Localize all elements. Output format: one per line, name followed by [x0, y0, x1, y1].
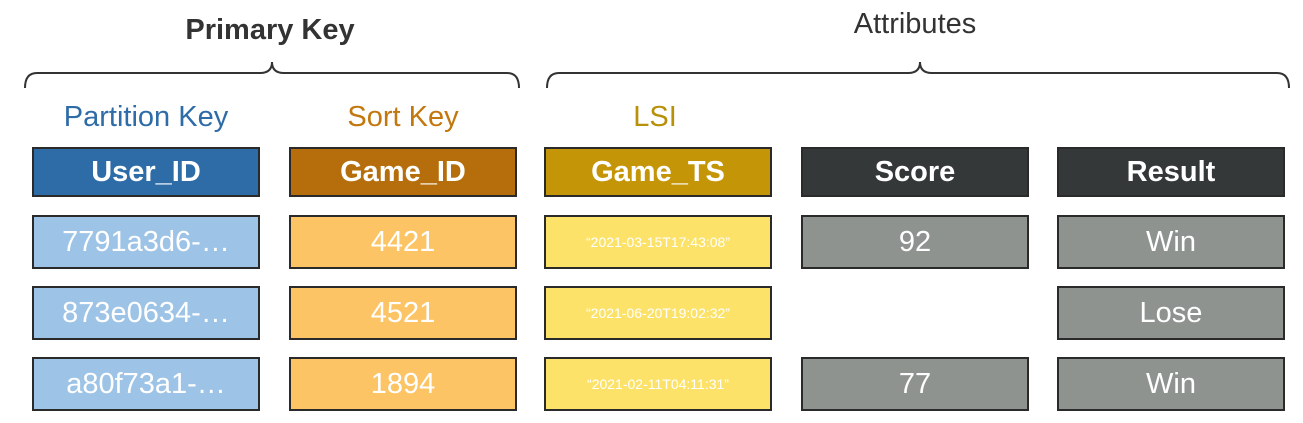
cell-user-id: 7791a3d6-…: [32, 215, 260, 269]
cell-result: Win: [1057, 215, 1285, 269]
attributes-brace: [546, 61, 1290, 89]
lsi-label: LSI: [633, 101, 677, 133]
cell-game-id: 1894: [289, 357, 517, 411]
header-game-id: Game_ID: [289, 147, 517, 197]
cell-game-ts: “2021-02-11T04:11:31”: [544, 357, 772, 411]
cell-game-id: 4421: [289, 215, 517, 269]
cell-game-id: 4521: [289, 286, 517, 340]
cell-result: Lose: [1057, 286, 1285, 340]
cell-result: Win: [1057, 357, 1285, 411]
header-game-ts: Game_TS: [544, 147, 772, 197]
cell-score: 77: [801, 357, 1029, 411]
header-user-id: User_ID: [32, 147, 260, 197]
cell-game-ts: “2021-06-20T19:02:32”: [544, 286, 772, 340]
cell-score: 92: [801, 215, 1029, 269]
cell-user-id: 873e0634-…: [32, 286, 260, 340]
sort-key-label: Sort Key: [347, 101, 459, 133]
cell-game-ts: “2021-03-15T17:43:08”: [544, 215, 772, 269]
header-score: Score: [801, 147, 1029, 197]
primary-key-title: Primary Key: [185, 14, 355, 46]
header-result: Result: [1057, 147, 1285, 197]
cell-user-id: a80f73a1-…: [32, 357, 260, 411]
primary-key-brace: [24, 61, 520, 89]
partition-key-label: Partition Key: [63, 101, 229, 133]
attributes-title: Attributes: [853, 8, 977, 40]
